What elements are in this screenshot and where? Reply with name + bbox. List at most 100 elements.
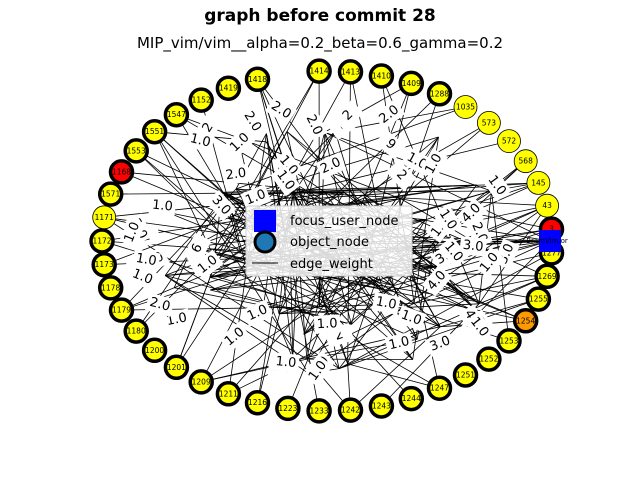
graph-node-circle bbox=[398, 385, 425, 412]
graph-node-1413: 1413 bbox=[337, 59, 364, 85]
graph-node-label: 1551 bbox=[145, 127, 164, 136]
graph-node-circle bbox=[497, 129, 521, 154]
edge-label-text: 3.0 bbox=[428, 333, 453, 354]
edge-label-box bbox=[270, 164, 301, 197]
graph-edge bbox=[154, 131, 223, 193]
graph-node-circle bbox=[108, 159, 135, 185]
graph-node-circle bbox=[275, 395, 301, 422]
graph-node-label: 1171 bbox=[95, 213, 114, 222]
edge-label: 1.0 bbox=[131, 248, 161, 272]
edge-label-box bbox=[373, 99, 406, 130]
focus-edge bbox=[324, 131, 551, 242]
graph-edge bbox=[278, 306, 320, 315]
graph-edge bbox=[135, 150, 240, 242]
edge-label: 1.0 bbox=[384, 331, 414, 356]
edge-label: 1.0 bbox=[241, 299, 274, 327]
graph-edge bbox=[338, 252, 552, 369]
graph-node-1180: 1180 bbox=[123, 318, 149, 344]
edge-label-box bbox=[185, 129, 215, 153]
graph-node-1252: 1252 bbox=[476, 346, 502, 372]
edge-label-box bbox=[374, 129, 407, 160]
edge-label-box bbox=[395, 305, 427, 332]
graph-node-1242: 1242 bbox=[337, 397, 364, 423]
graph-node-1247: 1247 bbox=[426, 375, 453, 401]
graph-node-circle bbox=[512, 308, 539, 334]
graph-node-label: 1413 bbox=[341, 67, 360, 76]
graph-node-label: 1288 bbox=[430, 89, 449, 98]
edge-label-text: 3.0 bbox=[462, 238, 484, 255]
graph-node-circle bbox=[215, 381, 242, 407]
graph-edge bbox=[347, 363, 440, 389]
graph-node-circle bbox=[513, 149, 538, 174]
edge-label: 2 bbox=[332, 99, 364, 132]
graph-node-label: 1173 bbox=[95, 260, 114, 269]
legend-label-edge-weight: edge_weight bbox=[290, 257, 373, 272]
edge-label: 2.0 bbox=[145, 292, 175, 317]
edge-label-text: 1.0 bbox=[243, 187, 268, 209]
edge-label-box bbox=[221, 163, 251, 186]
graph-node-label: 572 bbox=[502, 137, 517, 146]
graph-node-label: 1168 bbox=[112, 167, 131, 176]
edge-label-box bbox=[419, 148, 449, 180]
graph-node-circle bbox=[534, 263, 560, 290]
edge-label-box bbox=[183, 232, 212, 265]
legend-square-marker bbox=[254, 210, 276, 232]
edge-label-text: 1.0 bbox=[387, 334, 411, 353]
graph-node-1168: 1168 bbox=[108, 159, 135, 185]
graph-node-label: 1409 bbox=[402, 79, 421, 88]
graph-node-1253: 1253 bbox=[496, 328, 522, 354]
graph-node-label: 573 bbox=[482, 118, 497, 127]
edge-label-box bbox=[148, 195, 177, 217]
graph-node-43: 43 bbox=[535, 193, 559, 218]
graph-node-1255: 1255 bbox=[525, 286, 552, 312]
edge-label: 1.0 bbox=[148, 195, 177, 217]
graph-node-circle bbox=[92, 205, 117, 230]
graph-node-circle bbox=[453, 95, 478, 119]
edge-label-box bbox=[384, 331, 414, 356]
graph-node-label: 1180 bbox=[127, 327, 146, 336]
node-layer: 1414 1413 1410 1409 1288 1035 573 572 568 145 43 3 1… bbox=[89, 58, 565, 424]
graph-node-label: 1152 bbox=[192, 96, 211, 105]
graph-node-1254: 1254 bbox=[512, 308, 539, 334]
graph-node-circle bbox=[476, 111, 501, 135]
graph-node-circle bbox=[188, 87, 214, 113]
focus-user-node bbox=[539, 230, 561, 252]
graph-node-circle bbox=[306, 58, 332, 84]
graph-edge bbox=[292, 131, 336, 194]
graph-edge bbox=[154, 131, 309, 374]
edge-label-box bbox=[126, 263, 158, 291]
graph-edge bbox=[176, 262, 246, 368]
edge-label: 3.0 bbox=[459, 236, 487, 257]
graph-node-1571: 1571 bbox=[97, 181, 124, 207]
edge-label-text: 1.0 bbox=[188, 131, 212, 151]
graph-node-1251: 1251 bbox=[452, 362, 479, 388]
graph-node-label: 1244 bbox=[402, 394, 421, 403]
graph-node-circle bbox=[141, 337, 168, 364]
edge-label-box bbox=[265, 95, 297, 126]
edge-label: 3.0 bbox=[424, 330, 456, 358]
legend: focus_user_node object_node edge_weight bbox=[245, 205, 413, 277]
graph-node-label: 1035 bbox=[456, 103, 475, 112]
edge-label: 2.0 bbox=[315, 152, 347, 180]
edge-label-box bbox=[240, 184, 272, 211]
graph-node-1201: 1201 bbox=[163, 354, 190, 381]
graph-node-1152: 1152 bbox=[188, 87, 214, 113]
graph-node-label: 1553 bbox=[127, 146, 146, 155]
edge-label-box bbox=[385, 159, 417, 191]
focus-node-group: BramVim.or bbox=[526, 230, 568, 252]
graph-node-circle bbox=[215, 75, 242, 101]
graph-node-1233: 1233 bbox=[306, 398, 332, 424]
graph-node-circle bbox=[337, 397, 364, 423]
graph-node-1179: 1179 bbox=[108, 297, 135, 323]
graph-node-circle bbox=[244, 389, 271, 416]
edge-label-box bbox=[303, 355, 333, 387]
edge-label-text: 1.0 bbox=[151, 198, 173, 215]
graph-node-circle bbox=[526, 170, 551, 195]
edge-label-text: 2.0 bbox=[225, 166, 248, 184]
graph-node-1288: 1288 bbox=[426, 81, 453, 107]
edge-label-box bbox=[421, 265, 453, 297]
graph-node-label: 1233 bbox=[310, 406, 329, 415]
graph-node-label: 1179 bbox=[112, 306, 131, 315]
